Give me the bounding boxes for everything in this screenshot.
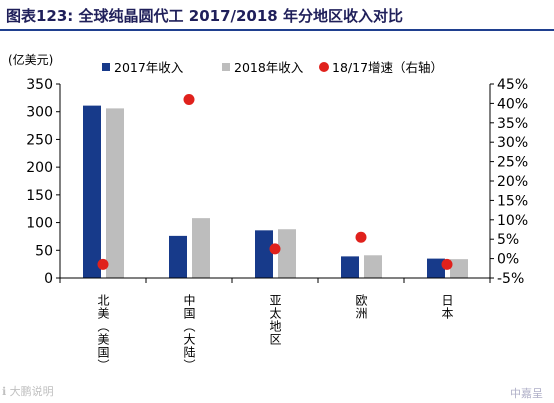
y-right-tick-label: 45% [497, 77, 528, 93]
y-right-tick-label: 20% [497, 174, 528, 190]
report-header: 图表123: 全球纯晶圆代工 2017/2018 年分地区收入对比 [0, 0, 554, 31]
growth-point [183, 94, 195, 106]
bar-2017 [169, 235, 187, 278]
bar-2017 [83, 105, 101, 278]
y-left-tick-label: 250 [26, 132, 53, 148]
legend-label: 2017年收入 [114, 60, 184, 75]
bar-2018 [450, 259, 468, 278]
growth-point [355, 231, 367, 243]
x-category-label: 北美（美国） [96, 294, 110, 372]
bar-2018 [192, 218, 210, 278]
legend-swatch [319, 62, 329, 72]
bar-2017 [427, 258, 445, 278]
figure-title: 图表123: 全球纯晶圆代工 2017/2018 年分地区收入对比 [6, 7, 403, 25]
y-right-tick-label: 5% [497, 232, 519, 248]
y-left-tick-label: 150 [26, 188, 53, 204]
legend-swatch [222, 63, 230, 71]
growth-point [269, 243, 281, 255]
x-category-label: 日本 [440, 294, 454, 320]
watermark-left: ℹ 大鹏说明 [2, 385, 54, 398]
legend-label: 2018年收入 [234, 60, 304, 75]
axes: (亿美元) 0 50 100 150 200 250 300 350 -5% 0% 5% 10% 15%… [8, 52, 528, 372]
y-axis-unit-label: (亿美元) [8, 52, 53, 67]
growth-point [441, 258, 453, 270]
y-left-tick-label: 50 [35, 243, 53, 259]
y-right-tick-label: -5% [497, 271, 524, 287]
legend-label: 18/17增速（右轴） [332, 60, 443, 75]
x-category-label: 中国（大陆） [182, 293, 196, 372]
y-right-tick-label: 25% [497, 155, 528, 171]
bar-2017 [255, 230, 273, 278]
bar-2017 [341, 256, 359, 278]
y-left-tick-label: 200 [26, 160, 53, 176]
bar-2018 [278, 229, 296, 278]
y-left-tick-label: 100 [26, 216, 53, 232]
y-right-tick-label: 15% [497, 193, 528, 209]
y-left-tick-label: 300 [26, 105, 53, 121]
y-right-tick-label: 40% [497, 96, 528, 112]
y-right-tick-label: 30% [497, 135, 528, 151]
y-right-tick-label: 35% [497, 116, 528, 132]
y-right-tick-label: 10% [497, 213, 528, 229]
x-category-label: 亚太地区 [268, 294, 282, 346]
bar-2018 [364, 255, 382, 278]
y-left-tick-label: 0 [44, 271, 53, 287]
bar-2018 [106, 108, 124, 278]
plot-area [83, 94, 468, 278]
legend-swatch [102, 63, 110, 71]
y-left-tick-label: 350 [26, 77, 53, 93]
header-rule [0, 29, 554, 31]
legend: 2017年收入 2018年收入 18/17增速（右轴） [102, 60, 443, 75]
y-right-tick-label: 0% [497, 252, 519, 268]
growth-point [97, 258, 109, 270]
watermark-right: 中嘉呈 [510, 387, 543, 400]
x-category-label: 欧洲 [354, 294, 368, 320]
